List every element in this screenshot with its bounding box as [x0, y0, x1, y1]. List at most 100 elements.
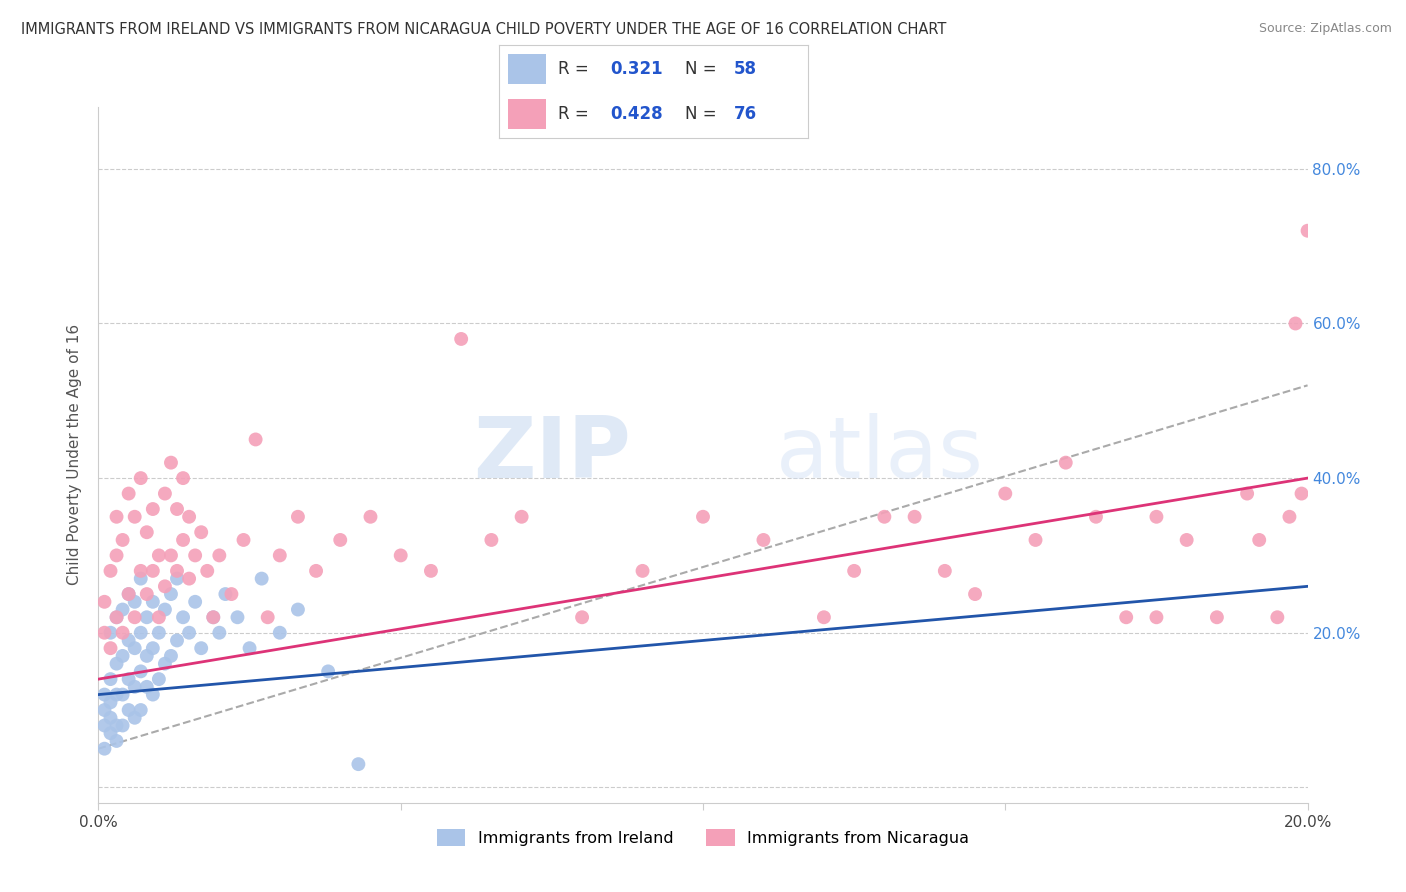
Point	[124, 711, 146, 725]
Text: 0.321: 0.321	[610, 60, 664, 78]
Point	[1085, 509, 1108, 524]
Point	[1144, 610, 1167, 624]
Point	[93, 595, 115, 609]
Point	[105, 549, 128, 563]
Point	[135, 680, 157, 694]
Point	[1249, 533, 1271, 547]
Text: R =: R =	[558, 105, 593, 123]
Point	[190, 641, 212, 656]
Point	[934, 564, 956, 578]
Point	[226, 610, 249, 624]
Point	[105, 657, 128, 671]
Point	[111, 602, 134, 616]
Point	[93, 718, 115, 732]
Text: Source: ZipAtlas.com: Source: ZipAtlas.com	[1258, 22, 1392, 36]
Text: 58: 58	[734, 60, 758, 78]
Point	[135, 525, 157, 540]
Point	[93, 741, 115, 756]
Point	[1278, 509, 1301, 524]
Point	[148, 610, 170, 624]
Point	[184, 549, 207, 563]
Point	[305, 564, 328, 578]
Point	[111, 688, 134, 702]
Point	[160, 587, 183, 601]
Point	[148, 549, 170, 563]
Point	[100, 672, 122, 686]
Point	[93, 688, 115, 702]
Point	[208, 625, 231, 640]
Point	[124, 610, 146, 624]
Point	[844, 564, 866, 578]
Point	[105, 610, 128, 624]
Point	[1144, 509, 1167, 524]
Point	[129, 471, 152, 485]
Point	[93, 703, 115, 717]
Point	[160, 456, 183, 470]
Point	[752, 533, 775, 547]
Point	[269, 625, 291, 640]
Point	[965, 587, 987, 601]
Point	[1206, 610, 1229, 624]
Point	[129, 665, 152, 679]
FancyBboxPatch shape	[509, 99, 546, 129]
Text: N =: N =	[685, 105, 721, 123]
Y-axis label: Child Poverty Under the Age of 16: Child Poverty Under the Age of 16	[67, 325, 83, 585]
Point	[256, 610, 278, 624]
Point	[129, 703, 152, 717]
Point	[316, 665, 339, 679]
Point	[142, 564, 165, 578]
Point	[190, 525, 212, 540]
Point	[245, 433, 267, 447]
Point	[184, 595, 207, 609]
Point	[100, 641, 122, 656]
Text: ZIP: ZIP	[472, 413, 630, 497]
Point	[1291, 486, 1313, 500]
Point	[135, 587, 157, 601]
Point	[179, 572, 201, 586]
Point	[160, 549, 183, 563]
Point	[1267, 610, 1289, 624]
Point	[118, 486, 141, 500]
Point	[221, 587, 243, 601]
Point	[481, 533, 503, 547]
Point	[142, 502, 165, 516]
Point	[124, 641, 146, 656]
Point	[142, 688, 165, 702]
Point	[1175, 533, 1198, 547]
Point	[571, 610, 593, 624]
Point	[172, 533, 194, 547]
Text: 76: 76	[734, 105, 758, 123]
Point	[100, 711, 122, 725]
Point	[347, 757, 370, 772]
Point	[111, 533, 134, 547]
Text: atlas: atlas	[776, 413, 984, 497]
Point	[124, 509, 146, 524]
Point	[118, 703, 141, 717]
Point	[100, 695, 122, 709]
Point	[232, 533, 254, 547]
Point	[111, 718, 134, 732]
Point	[1236, 486, 1258, 500]
Point	[118, 587, 141, 601]
Point	[250, 572, 273, 586]
Point	[179, 625, 201, 640]
Point	[105, 688, 128, 702]
Point	[105, 734, 128, 748]
Point	[269, 549, 291, 563]
Point	[510, 509, 533, 524]
Point	[692, 509, 714, 524]
Point	[124, 595, 146, 609]
Point	[118, 633, 141, 648]
Point	[813, 610, 835, 624]
Point	[118, 672, 141, 686]
Point	[1024, 533, 1046, 547]
Point	[904, 509, 927, 524]
Point	[153, 579, 176, 593]
Point	[100, 625, 122, 640]
Point	[172, 610, 194, 624]
Point	[124, 680, 146, 694]
Point	[166, 633, 188, 648]
Text: IMMIGRANTS FROM IRELAND VS IMMIGRANTS FROM NICARAGUA CHILD POVERTY UNDER THE AGE: IMMIGRANTS FROM IRELAND VS IMMIGRANTS FR…	[21, 22, 946, 37]
Point	[994, 486, 1017, 500]
Point	[129, 564, 152, 578]
